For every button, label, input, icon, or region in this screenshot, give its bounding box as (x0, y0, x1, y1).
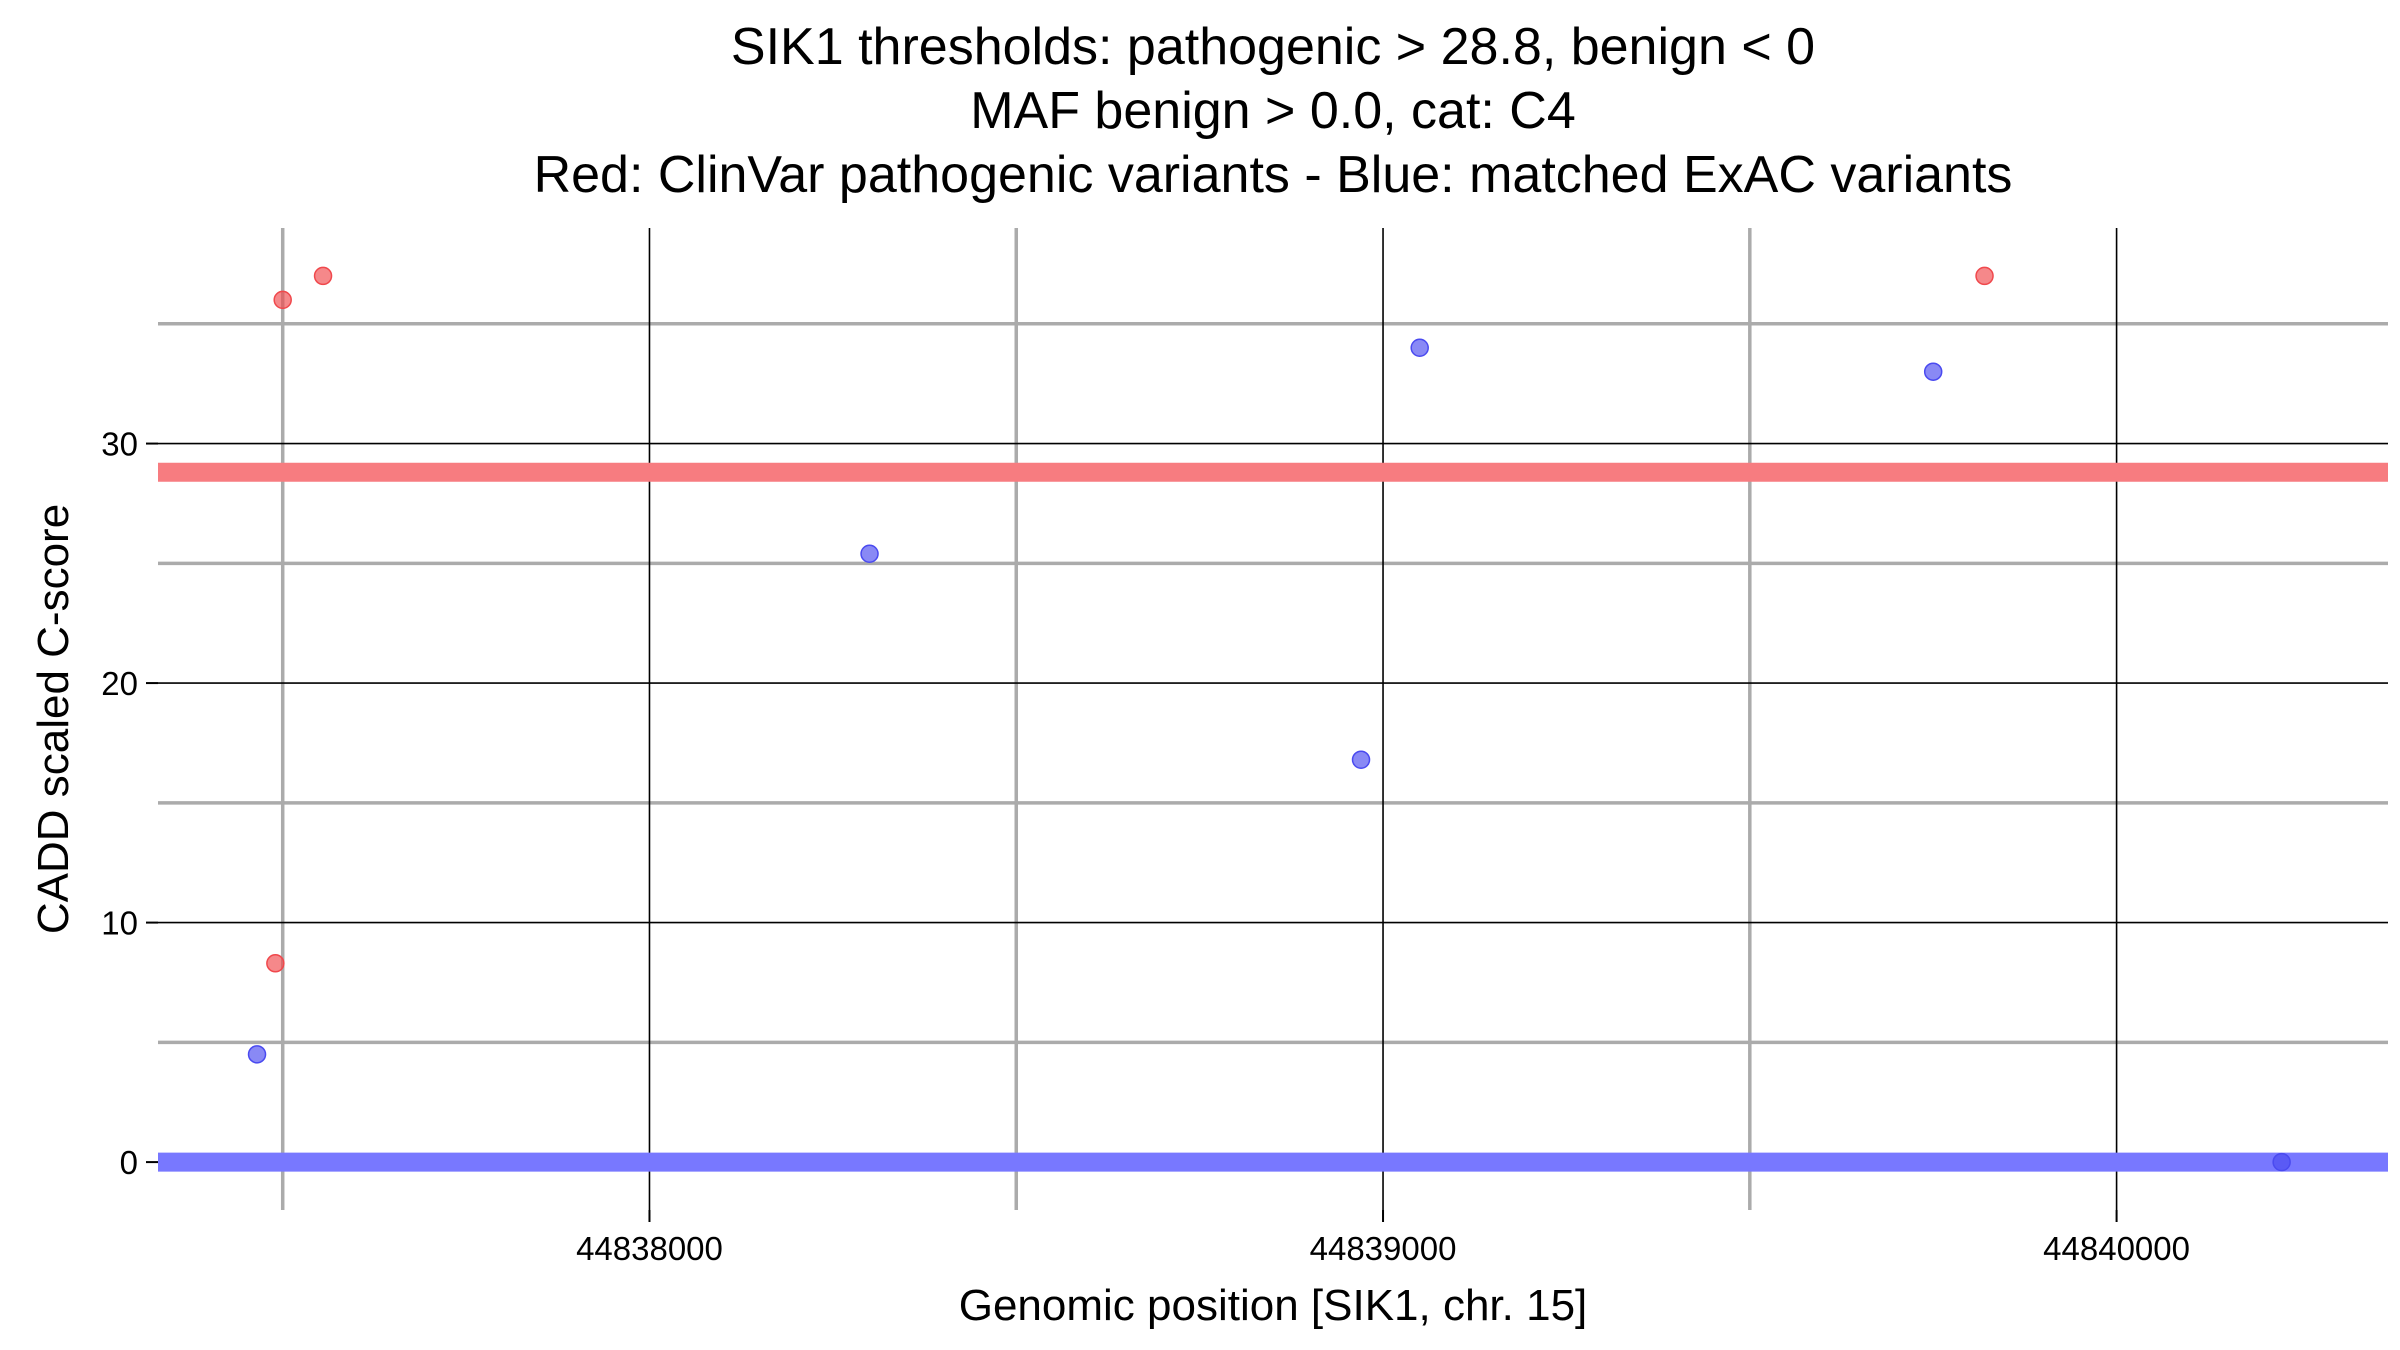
data-points (247, 266, 2291, 1172)
y-tick-label: 20 (101, 665, 138, 702)
blue-data-point (2272, 1152, 2291, 1172)
red-data-point (1975, 266, 1994, 286)
title-line-3: Red: ClinVar pathogenic variants - Blue:… (534, 146, 2013, 204)
blue-data-point (1410, 338, 1429, 358)
title-line-2: MAF benign > 0.0, cat: C4 (970, 82, 1576, 140)
blue-data-point (247, 1045, 267, 1064)
red-data-point (313, 266, 333, 286)
blue-data-point (1923, 362, 1943, 381)
major-gridlines (158, 228, 2388, 1210)
red-data-point (266, 954, 285, 973)
threshold-lines (158, 462, 2388, 1172)
minor-gridlines (158, 228, 2388, 1210)
blue-data-point (1351, 750, 1371, 769)
x-tick-label: 44839000 (1310, 1230, 1457, 1267)
chart-title: SIK1 thresholds: pathogenic > 28.8, beni… (534, 18, 2013, 204)
blue-data-point (860, 544, 879, 563)
x-tick-label: 44838000 (576, 1230, 723, 1267)
y-tick-label: 10 (101, 905, 138, 942)
x-tick-label: 44840000 (2043, 1230, 2190, 1267)
title-line-1: SIK1 thresholds: pathogenic > 28.8, beni… (731, 18, 1815, 76)
x-axis-title: Genomic position [SIK1, chr. 15] (959, 1281, 1588, 1330)
y-tick-label: 30 (101, 426, 138, 463)
x-axis: 44838000 44839000 44840000 (576, 1210, 2190, 1267)
y-tick-label: 0 (120, 1144, 138, 1181)
y-axis: 0 10 20 30 (101, 426, 158, 1181)
y-axis-title: CADD scaled C-score (29, 504, 78, 934)
red-data-point (273, 290, 292, 310)
